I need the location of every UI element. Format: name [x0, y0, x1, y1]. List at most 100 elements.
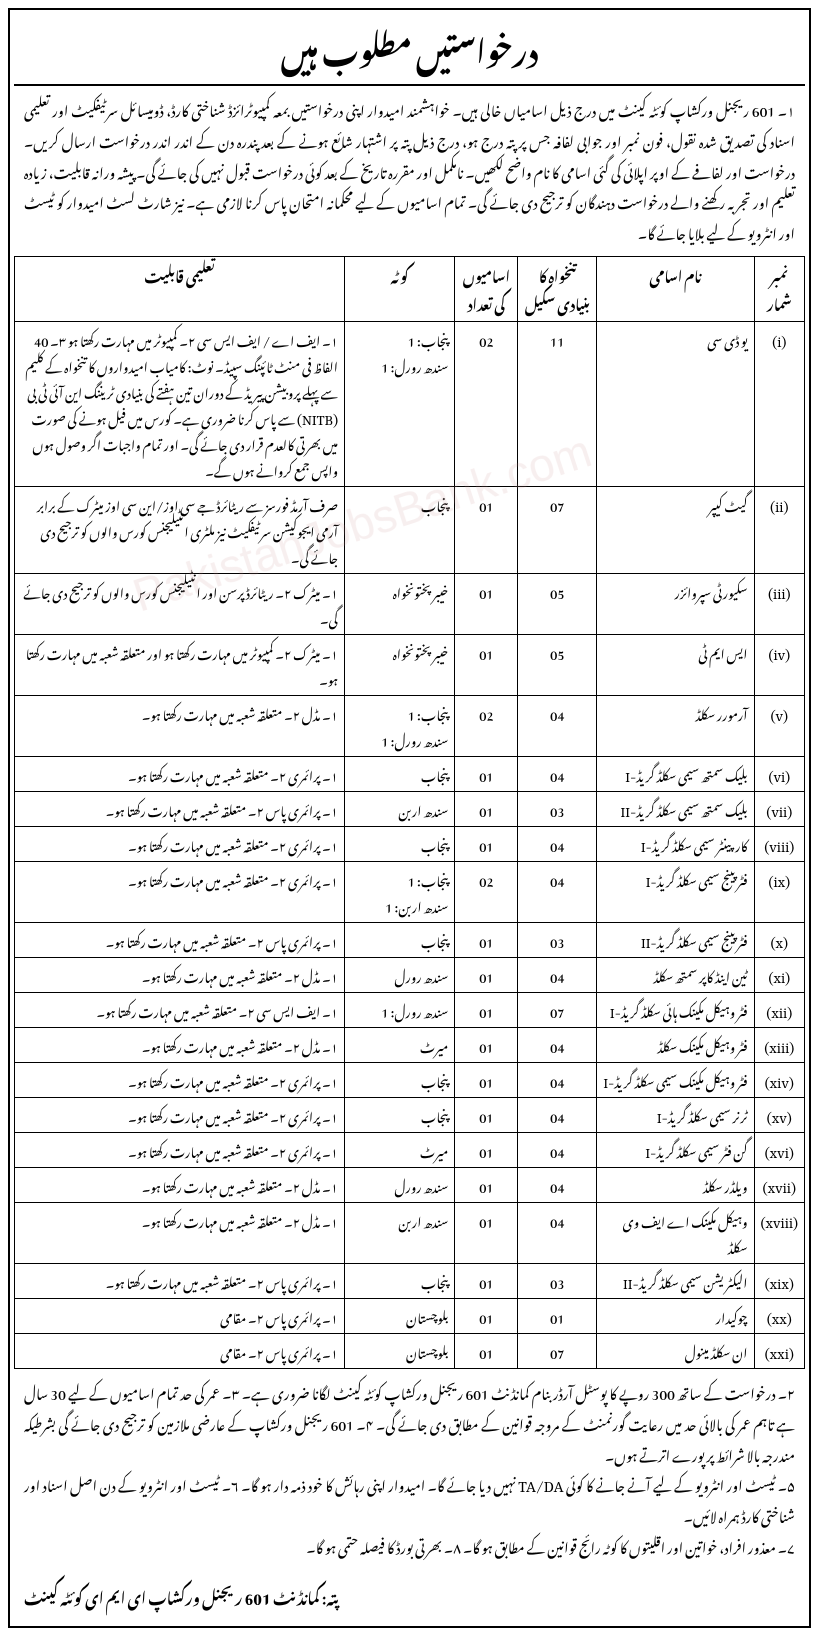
- cell-qual: ۱۔ مڈل ۲۔ متعلقہ شعبہ میں مہارت رکھتا ہو…: [15, 1027, 345, 1062]
- cell-quota: پنجاب: 1 سندھ رورل: 1: [345, 695, 455, 756]
- cell-name: گیٹ کیپر: [597, 486, 754, 573]
- cell-sno: (x): [754, 922, 804, 957]
- cell-sno: (xi): [754, 957, 804, 992]
- cell-sno: (xix): [754, 1263, 804, 1298]
- cell-sno: (xv): [754, 1097, 804, 1132]
- cell-name: فٹر وہیکل مکینک ہائی سکلڈ گریڈ-I: [597, 992, 754, 1027]
- cell-name: بلیک سمتھ سیمی سکلڈ گریڈ-II: [597, 791, 754, 826]
- table-header-row: نمبر شمار نام اسامی تنخواہ کا بنیادی سکی…: [15, 256, 805, 321]
- table-row: (i)یو ڈی سی1102پنجاب: 1 سندھ رورل: 1۱۔ ا…: [15, 321, 805, 486]
- cell-quota: میرٹ: [345, 1027, 455, 1062]
- cell-scale: 07: [518, 992, 597, 1027]
- cell-name: ویلڈر سکلڈ: [597, 1167, 754, 1202]
- cell-qual: ۱۔ ایف ایس سی ۲۔ متعلقہ شعبہ میں مہارت ر…: [15, 992, 345, 1027]
- cell-name: فٹر وہیکل مکینک سکلڈ: [597, 1027, 754, 1062]
- th-count: اسامیوں کی تعداد: [455, 256, 518, 321]
- cell-quota: پنجاب: 1 سندھ رورل: 1: [345, 321, 455, 486]
- table-row: (ii)گیٹ کیپر0701پنجابصرف آرمڈ فورسز سے ر…: [15, 486, 805, 573]
- cell-qual: ۱۔ پرائمری ۲۔ متعلقہ شعبہ میں مہارت رکھت…: [15, 1062, 345, 1097]
- intro-paragraph: ۱۔ 601 ریجنل ورکشاپ کوئٹہ کینٹ میں درج ذ…: [14, 86, 805, 256]
- cell-count: 01: [455, 992, 518, 1027]
- cell-name: سکیورٹی سپروائزر: [597, 573, 754, 634]
- table-row: (iii)سکیورٹی سپروائزر0501خیبر پختونخواہ۱…: [15, 573, 805, 634]
- cell-scale: 04: [518, 861, 597, 922]
- table-row: (v)آرمورر سکلڈ0402پنجاب: 1 سندھ رورل: 1۱…: [15, 695, 805, 756]
- address-line: پتہ: کمانڈنٹ 601 ریجنل ورکشاپ ای ایم ای …: [14, 1572, 805, 1622]
- cell-qual: ۱۔ پرائمری ۲۔ متعلقہ شعبہ میں مہارت رکھت…: [15, 861, 345, 922]
- cell-quota: پنجاب: [345, 922, 455, 957]
- cell-scale: 07: [518, 486, 597, 573]
- cell-name: گن فٹر سیمی سکلڈ گریڈ-I: [597, 1132, 754, 1167]
- cell-qual: ۱۔ پرائمری ۲۔ متعلقہ شعبہ میں مہارت رکھت…: [15, 1132, 345, 1167]
- table-row: (xvii)ویلڈر سکلڈ0401سندھ رورل۱۔ مڈل ۲۔ م…: [15, 1167, 805, 1202]
- cell-scale: 04: [518, 1062, 597, 1097]
- cell-sno: (xvi): [754, 1132, 804, 1167]
- vacancy-table: نمبر شمار نام اسامی تنخواہ کا بنیادی سکی…: [14, 256, 805, 1369]
- cell-quota: خیبر پختونخواہ: [345, 573, 455, 634]
- cell-qual: ۱۔ مڈل ۲۔ متعلقہ شعبہ میں مہارت رکھتا ہو…: [15, 957, 345, 992]
- cell-name: وہیکل مکینک اے ایف وی سکلڈ: [597, 1202, 754, 1263]
- cell-quota: پنجاب: [345, 1097, 455, 1132]
- table-row: (xv)ٹرنر سیمی سکلڈ گریڈ-I0401پنجاب۱۔ پرا…: [15, 1097, 805, 1132]
- cell-quota: پنجاب: [345, 1263, 455, 1298]
- cell-sno: (iii): [754, 573, 804, 634]
- cell-quota: سندھ رورل: [345, 957, 455, 992]
- cell-count: 01: [455, 922, 518, 957]
- cell-qual: ۱۔ پرائمری پاس ۲۔ متعلقہ شعبہ میں مہارت …: [15, 1263, 345, 1298]
- th-sno: نمبر شمار: [754, 256, 804, 321]
- cell-quota: پنجاب: [345, 756, 455, 791]
- cell-count: 01: [455, 1167, 518, 1202]
- cell-qual: ۱۔ میٹرک ۲۔ کمپیوٹر میں مہارت رکھتا ہو ا…: [15, 634, 345, 695]
- th-name: نام اسامی: [597, 256, 754, 321]
- cell-scale: 04: [518, 957, 597, 992]
- cell-sno: (xxi): [754, 1333, 804, 1368]
- cell-qual: ۱۔ مڈل ۲۔ متعلقہ شعبہ میں مہارت رکھتا ہو…: [15, 1202, 345, 1263]
- cell-qual: ۱۔ پرائمری ۲۔ متعلقہ شعبہ میں مہارت رکھت…: [15, 1097, 345, 1132]
- table-row: (xx)چوکیدار0101بلوچستان۱۔ پرائمری پاس ۲۔…: [15, 1298, 805, 1333]
- note-line: ۷۔ معذور افراد، خواتین اور اقلیتوں کا کو…: [24, 1531, 795, 1562]
- cell-sno: (xiv): [754, 1062, 804, 1097]
- cell-scale: 04: [518, 1202, 597, 1263]
- cell-scale: 01: [518, 1298, 597, 1333]
- cell-count: 01: [455, 756, 518, 791]
- cell-quota: پنجاب: 1 سندھ اربن: 1: [345, 861, 455, 922]
- cell-quota: میرٹ: [345, 1132, 455, 1167]
- cell-qual: ۱۔ پرائمری پاس ۲۔ متعلقہ شعبہ میں مہارت …: [15, 791, 345, 826]
- cell-count: 01: [455, 1062, 518, 1097]
- cell-count: 01: [455, 826, 518, 861]
- cell-quota: سندھ رورل: 1: [345, 992, 455, 1027]
- table-row: (iv)ایس ایم ٹی0501خیبر پختونخواہ۱۔ میٹرک…: [15, 634, 805, 695]
- table-row: (xix)الیکٹریشن سیمی سکلڈ گریڈ-II0301پنجا…: [15, 1263, 805, 1298]
- cell-scale: 04: [518, 756, 597, 791]
- cell-sno: (viii): [754, 826, 804, 861]
- cell-scale: 04: [518, 695, 597, 756]
- table-row: (xviii)وہیکل مکینک اے ایف وی سکلڈ0401سند…: [15, 1202, 805, 1263]
- cell-name: فٹر پینج سیمی سکلڈ گریڈ-II: [597, 922, 754, 957]
- cell-quota: بلوچستان: [345, 1298, 455, 1333]
- cell-name: ٹرنر سیمی سکلڈ گریڈ-I: [597, 1097, 754, 1132]
- cell-count: 01: [455, 573, 518, 634]
- table-row: (xii)فٹر وہیکل مکینک ہائی سکلڈ گریڈ-I070…: [15, 992, 805, 1027]
- cell-name: آرمورر سکلڈ: [597, 695, 754, 756]
- cell-qual: ۱۔ پرائمری ۲۔ متعلقہ شعبہ میں مہارت رکھت…: [15, 826, 345, 861]
- cell-name: یو ڈی سی: [597, 321, 754, 486]
- cell-sno: (i): [754, 321, 804, 486]
- cell-qual: ۱۔ ایف اے / ایف ایس سی ۲۔ کمپیوٹر میں مہ…: [15, 321, 345, 486]
- cell-sno: (xx): [754, 1298, 804, 1333]
- cell-count: 02: [455, 861, 518, 922]
- cell-sno: (xvii): [754, 1167, 804, 1202]
- cell-scale: 04: [518, 1097, 597, 1132]
- cell-qual: صرف آرمڈ فورسز سے ریٹائرڈ جے سی اوز/این …: [15, 486, 345, 573]
- cell-count: 01: [455, 486, 518, 573]
- cell-qual: ۱۔ مڈل ۲۔ متعلقہ شعبہ میں مہارت رکھتا ہو…: [15, 1167, 345, 1202]
- table-row: (xi)ٹین اینڈ کاپر سمتھ سکلڈ0401سندھ رورل…: [15, 957, 805, 992]
- cell-quota: سندھ اربن: [345, 791, 455, 826]
- cell-qual: ۱۔ پرائمری ۲۔ متعلقہ شعبہ میں مہارت رکھت…: [15, 756, 345, 791]
- cell-sno: (vi): [754, 756, 804, 791]
- cell-count: 01: [455, 1097, 518, 1132]
- th-quota: کوٹہ: [345, 256, 455, 321]
- cell-sno: (ii): [754, 486, 804, 573]
- cell-qual: ۱۔ مڈل ۲۔ متعلقہ شعبہ میں مہارت رکھتا ہو…: [15, 695, 345, 756]
- cell-name: ٹین اینڈ کاپر سمتھ سکلڈ: [597, 957, 754, 992]
- cell-scale: 11: [518, 321, 597, 486]
